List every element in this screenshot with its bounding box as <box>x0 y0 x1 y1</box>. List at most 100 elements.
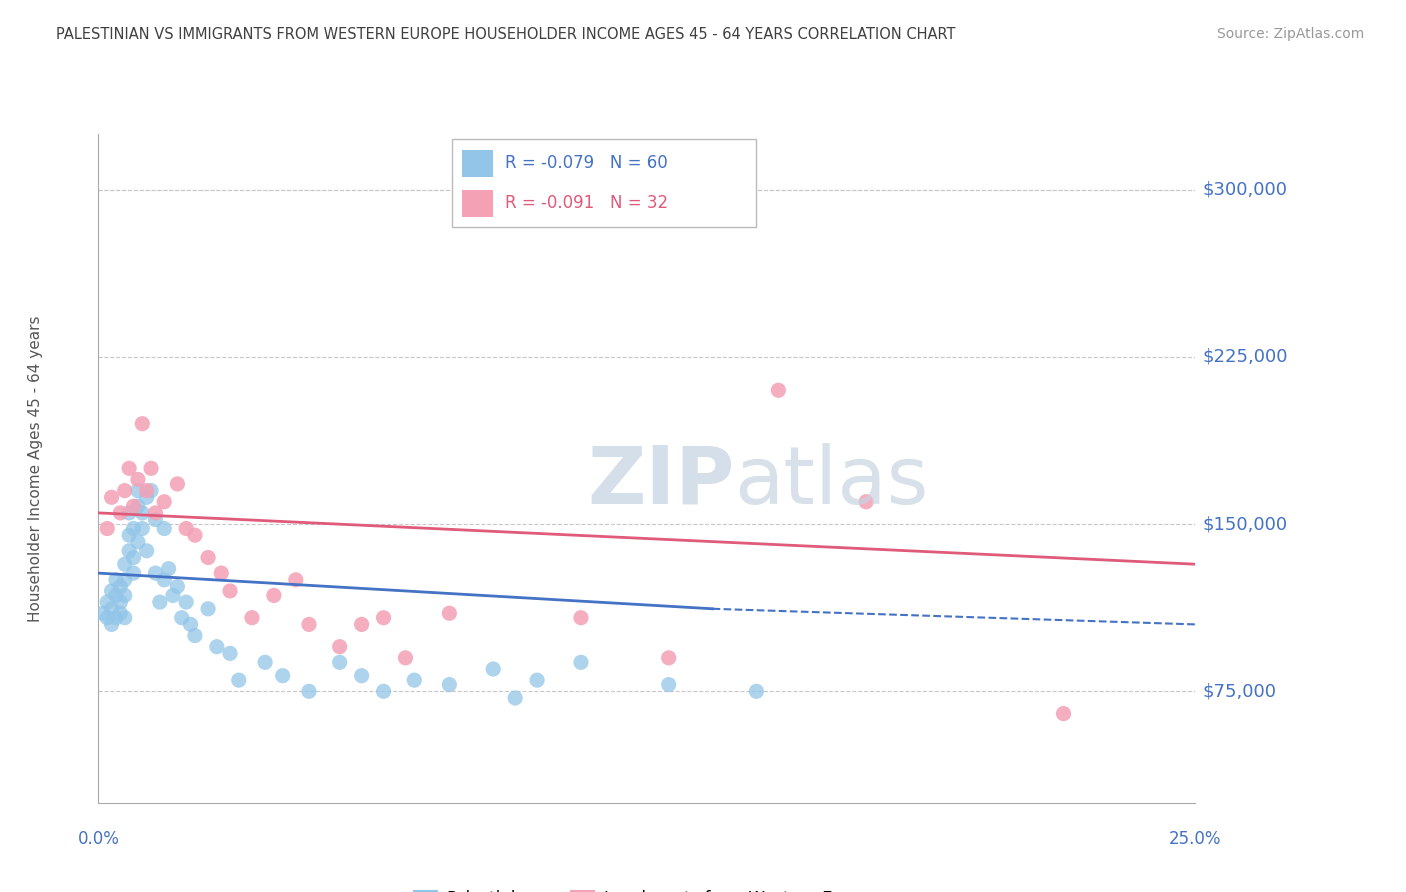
Point <box>174 595 197 609</box>
Point <box>166 580 188 594</box>
Point <box>122 550 145 565</box>
Point <box>350 669 373 683</box>
Point <box>135 490 157 504</box>
Point <box>145 566 167 581</box>
Point <box>329 640 352 654</box>
Point <box>197 602 219 616</box>
Point <box>127 473 149 487</box>
Point <box>1052 706 1074 721</box>
Point <box>131 506 153 520</box>
Point <box>184 628 207 642</box>
Point <box>131 417 153 431</box>
Point <box>100 584 122 599</box>
Point <box>114 573 136 587</box>
Text: PALESTINIAN VS IMMIGRANTS FROM WESTERN EUROPE HOUSEHOLDER INCOME AGES 45 - 64 YE: PALESTINIAN VS IMMIGRANTS FROM WESTERN E… <box>56 27 956 42</box>
Point <box>114 589 136 603</box>
Text: Source: ZipAtlas.com: Source: ZipAtlas.com <box>1216 27 1364 41</box>
Point <box>157 562 180 576</box>
Point <box>96 595 118 609</box>
Point <box>153 573 176 587</box>
Point <box>219 584 242 599</box>
Point <box>110 506 132 520</box>
Point <box>254 655 277 669</box>
Point <box>228 673 250 687</box>
Point <box>110 580 132 594</box>
Text: R = -0.079   N = 60: R = -0.079 N = 60 <box>505 154 668 172</box>
Text: atlas: atlas <box>734 442 929 521</box>
Point <box>118 528 141 542</box>
Point <box>100 490 122 504</box>
Point <box>114 611 136 625</box>
Point <box>122 500 145 514</box>
Point <box>350 617 373 632</box>
Point <box>122 566 145 581</box>
Legend: Palestinians, Immigrants from Western Europe: Palestinians, Immigrants from Western Eu… <box>406 883 887 892</box>
Point <box>149 595 172 609</box>
Point <box>209 566 232 581</box>
Point <box>127 500 149 514</box>
Point <box>569 655 592 669</box>
Text: $300,000: $300,000 <box>1202 180 1286 199</box>
Bar <box>461 150 492 177</box>
Point <box>174 521 197 535</box>
Point <box>394 651 416 665</box>
Point <box>145 512 167 526</box>
Point <box>131 521 153 535</box>
Point <box>219 646 242 660</box>
Text: ZIP: ZIP <box>588 442 734 521</box>
Point <box>170 611 193 625</box>
Point <box>162 589 184 603</box>
Point <box>122 521 145 535</box>
Point <box>658 678 681 692</box>
Point <box>110 595 132 609</box>
Bar <box>461 190 492 217</box>
Point <box>139 483 162 498</box>
Point <box>184 528 207 542</box>
Point <box>439 678 461 692</box>
Point <box>263 589 285 603</box>
Point <box>373 611 395 625</box>
Point <box>205 640 228 654</box>
Text: Householder Income Ages 45 - 64 years: Householder Income Ages 45 - 64 years <box>28 315 42 622</box>
Point <box>284 573 307 587</box>
Point <box>104 589 127 603</box>
Point <box>91 607 114 621</box>
Point <box>298 617 321 632</box>
Point <box>329 655 352 669</box>
Text: $75,000: $75,000 <box>1202 682 1277 700</box>
Text: 25.0%: 25.0% <box>1168 830 1222 847</box>
Point <box>104 573 127 587</box>
Point <box>503 690 526 705</box>
Point <box>135 544 157 558</box>
Point <box>96 611 118 625</box>
Point <box>96 521 118 535</box>
Text: R = -0.091   N = 32: R = -0.091 N = 32 <box>505 194 668 212</box>
Point <box>135 483 157 498</box>
Point <box>166 476 188 491</box>
Point <box>180 617 202 632</box>
Point <box>145 506 167 520</box>
Point <box>114 483 136 498</box>
Point <box>118 506 141 520</box>
Text: 0.0%: 0.0% <box>77 830 120 847</box>
Point <box>127 483 149 498</box>
Point <box>439 607 461 621</box>
Point <box>855 494 877 508</box>
Point <box>482 662 505 676</box>
Point <box>118 544 141 558</box>
Point <box>658 651 681 665</box>
Point <box>153 521 176 535</box>
Point <box>271 669 294 683</box>
Point <box>404 673 426 687</box>
Point <box>745 684 768 698</box>
Text: $150,000: $150,000 <box>1202 515 1288 533</box>
Point <box>100 617 122 632</box>
Point <box>569 611 592 625</box>
Point <box>768 384 790 398</box>
Point <box>373 684 395 698</box>
Text: $225,000: $225,000 <box>1202 348 1288 366</box>
Point <box>240 611 263 625</box>
Point <box>110 607 132 621</box>
Point <box>153 494 176 508</box>
FancyBboxPatch shape <box>453 139 755 227</box>
